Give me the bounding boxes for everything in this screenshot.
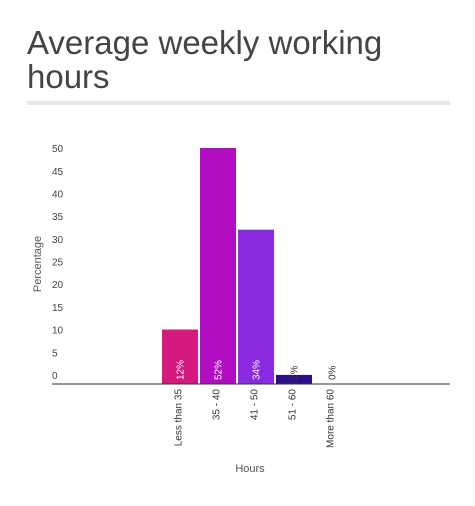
title-divider: [27, 101, 450, 105]
x-axis-label: Hours: [235, 463, 265, 475]
bar-data-label: 34%: [252, 360, 263, 380]
y-tick-label: 15: [52, 303, 64, 314]
y-axis-label: Percentage: [32, 236, 44, 292]
y-tick-label: 25: [52, 258, 64, 269]
y-tick-label: 10: [52, 326, 64, 337]
y-tick-label: 35: [52, 212, 64, 223]
bar-data-label: 0%: [328, 365, 339, 380]
y-tick-label: 30: [52, 235, 64, 246]
bar-data-label: 52%: [214, 360, 225, 380]
y-tick-label: 40: [52, 190, 64, 201]
bar[interactable]: [200, 148, 236, 384]
y-tick-label: 0: [52, 371, 58, 382]
x-tick-label: 51 - 60: [288, 389, 299, 421]
y-tick-label: 20: [52, 280, 64, 291]
x-tick-label: More than 60: [326, 389, 337, 448]
chart-title: Average weekly working hours: [27, 24, 383, 95]
x-axis-ticks: Less than 35 35 - 40 41 - 50 51 - 60 More th…: [174, 389, 337, 448]
x-tick-label: Less than 35: [174, 389, 185, 447]
bar-data-label: 2%: [290, 365, 301, 380]
bar[interactable]: [238, 229, 274, 384]
bar[interactable]: [162, 329, 198, 385]
y-axis-ticks: 0 5 10 15 20 25 30 35 40 45 50: [52, 144, 64, 382]
y-tick-label: 50: [52, 144, 64, 155]
y-tick-label: 5: [52, 348, 58, 359]
bar[interactable]: [276, 374, 312, 384]
x-tick-label: 35 - 40: [212, 389, 223, 421]
bars: 12% 52% 34% 2% 0%: [162, 148, 339, 384]
x-tick-label: 41 - 50: [250, 389, 261, 421]
y-tick-label: 45: [52, 167, 64, 178]
bar-data-label: 12%: [176, 360, 187, 380]
